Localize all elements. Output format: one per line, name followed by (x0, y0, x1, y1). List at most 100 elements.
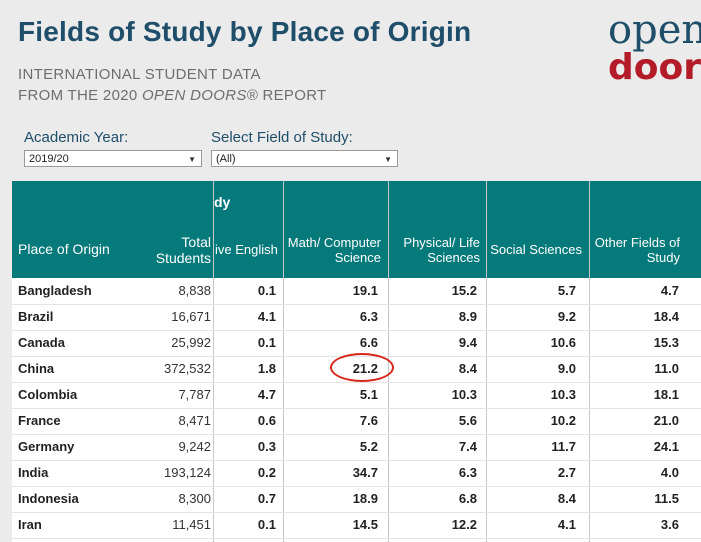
cell-physical: 8.4 (458, 361, 477, 376)
cell-other: 11.5 (654, 491, 679, 506)
column-header-other[interactable]: Other Fields of Study (594, 235, 680, 265)
cell-country: Colombia (18, 387, 78, 402)
cell-english: 0.1 (257, 335, 276, 350)
cell-total: 7,787 (178, 387, 211, 402)
cell-physical: 6.8 (458, 491, 477, 506)
table-row[interactable]: Iran 11,451 0.1 14.5 12.2 4.1 3.6 (12, 512, 701, 539)
field-of-study-select[interactable]: (All) ▼ (211, 150, 398, 167)
academic-year-select[interactable]: 2019/20 ▼ (24, 150, 202, 167)
field-of-study-value: (All) (216, 153, 236, 165)
cell-social: 2.7 (557, 465, 576, 480)
cell-math: 6.3 (359, 309, 378, 324)
column-header-physical[interactable]: Physical/ Life Sciences (403, 235, 480, 265)
cell-other: 4.7 (660, 283, 679, 298)
cell-total: 8,300 (178, 491, 211, 506)
header-banner-fragment: dy (214, 194, 231, 210)
table-row[interactable]: India 193,124 0.2 34.7 6.3 2.7 4.0 (12, 460, 701, 487)
column-divider (486, 181, 487, 542)
column-header-social[interactable]: Social Sciences (490, 242, 582, 257)
column-header-total[interactable]: Total Students (155, 234, 211, 266)
cell-total: 372,532 (164, 361, 211, 376)
table-row[interactable]: Colombia 7,787 4.7 5.1 10.3 10.3 18.1 (12, 382, 701, 409)
highlight-circle (330, 353, 394, 382)
cell-social: 5.7 (557, 283, 576, 298)
cell-country: Bangladesh (18, 283, 92, 298)
cell-math: 5.2 (359, 439, 378, 454)
table-header: dy Place of Origin Total Students ive En… (12, 181, 701, 278)
cell-english: 4.1 (257, 309, 276, 324)
cell-physical: 15.2 (451, 283, 477, 298)
subtitle-line-2: FROM THE 2020 OPEN DOORS® REPORT (18, 87, 327, 104)
column-divider (589, 181, 590, 542)
cell-physical: 6.3 (458, 465, 477, 480)
cell-total: 25,992 (171, 335, 211, 350)
cell-physical: 9.4 (458, 335, 477, 350)
cell-social: 10.6 (550, 335, 576, 350)
column-header-place[interactable]: Place of Origin (18, 241, 110, 257)
table-row[interactable]: Brazil 16,671 4.1 6.3 8.9 9.2 18.4 (12, 304, 701, 331)
table-row[interactable]: Germany 9,242 0.3 5.2 7.4 11.7 24.1 (12, 434, 701, 461)
column-header-math[interactable]: Math/ Computer Science (287, 235, 381, 265)
cell-math: 5.1 (359, 387, 378, 402)
cell-other: 21.0 (653, 413, 679, 428)
cell-social: 9.0 (557, 361, 576, 376)
cell-country: Germany (18, 439, 75, 454)
cell-total: 9,242 (178, 439, 211, 454)
cell-total: 11,451 (172, 517, 211, 532)
table-row[interactable]: France 8,471 0.6 7.6 5.6 10.2 21.0 (12, 408, 701, 435)
cell-physical: 5.6 (458, 413, 477, 428)
cell-total: 193,124 (164, 465, 211, 480)
cell-english: 0.6 (257, 413, 276, 428)
cell-country: India (18, 465, 49, 480)
cell-country: France (18, 413, 61, 428)
cell-country: Iran (18, 517, 42, 532)
cell-country: Indonesia (18, 491, 79, 506)
cell-math: 34.7 (352, 465, 378, 480)
cell-social: 10.2 (550, 413, 576, 428)
column-header-english[interactable]: ive English (215, 242, 278, 257)
cell-social: 10.3 (550, 387, 576, 402)
cell-other: 18.1 (653, 387, 679, 402)
cell-other: 11.0 (654, 361, 679, 376)
cell-total: 8,471 (178, 413, 211, 428)
table-row[interactable]: Indonesia 8,300 0.7 18.9 6.8 8.4 11.5 (12, 486, 701, 513)
cell-social: 8.4 (557, 491, 576, 506)
cell-english: 0.3 (257, 439, 276, 454)
cell-english: 0.2 (257, 465, 276, 480)
chevron-down-icon: ▼ (384, 155, 392, 164)
data-table: dy Place of Origin Total Students ive En… (12, 181, 701, 542)
cell-country: Canada (18, 335, 65, 350)
open-doors-logo-top: open (608, 7, 701, 53)
page-title: Fields of Study by Place of Origin (18, 16, 472, 47)
cell-country: China (18, 361, 55, 376)
cell-math: 14.5 (352, 517, 378, 532)
cell-total: 8,838 (178, 283, 211, 298)
cell-other: 15.3 (653, 335, 679, 350)
cell-total: 16,671 (171, 309, 211, 324)
academic-year-value: 2019/20 (29, 153, 69, 165)
academic-year-label: Academic Year: (24, 129, 129, 146)
cell-math: 18.9 (352, 491, 378, 506)
cell-other: 3.6 (660, 517, 679, 532)
column-divider (213, 181, 214, 542)
cell-other: 18.4 (653, 309, 679, 324)
cell-social: 9.2 (557, 309, 576, 324)
cell-english: 0.1 (257, 517, 276, 532)
cell-english: 4.7 (257, 387, 276, 402)
cell-english: 0.7 (257, 491, 276, 506)
subtitle-line-1: INTERNATIONAL STUDENT DATA (18, 66, 261, 83)
cell-physical: 8.9 (458, 309, 477, 324)
cell-physical: 12.2 (451, 517, 477, 532)
cell-english: 0.1 (257, 283, 276, 298)
field-of-study-label: Select Field of Study: (211, 129, 353, 146)
chevron-down-icon: ▼ (188, 155, 196, 164)
cell-other: 4.0 (660, 465, 679, 480)
column-divider (283, 181, 284, 542)
cell-country: Brazil (18, 309, 54, 324)
cell-other: 24.1 (653, 439, 679, 454)
cell-physical: 7.4 (458, 439, 477, 454)
cell-social: 11.7 (551, 439, 576, 454)
open-doors-logo-bottom: doors (608, 47, 701, 88)
cell-math: 6.6 (359, 335, 378, 350)
table-row[interactable]: Bangladesh 8,838 0.1 19.1 15.2 5.7 4.7 (12, 278, 701, 305)
